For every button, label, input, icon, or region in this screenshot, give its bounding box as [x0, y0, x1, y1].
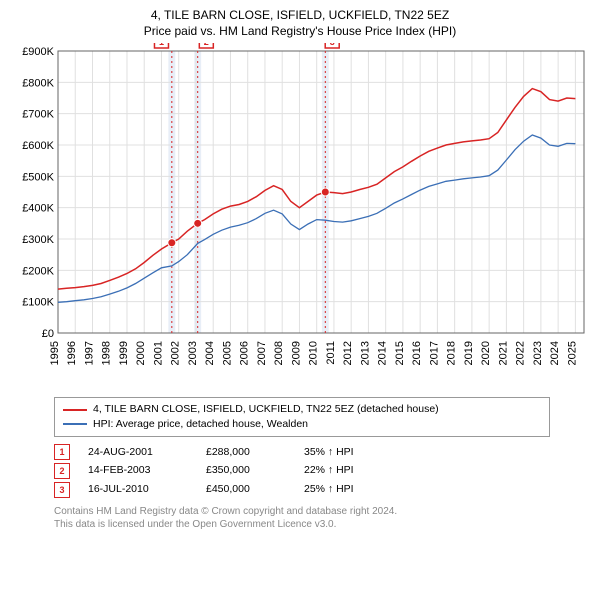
svg-text:2018: 2018	[446, 341, 458, 365]
legend: 4, TILE BARN CLOSE, ISFIELD, UCKFIELD, T…	[54, 397, 550, 436]
svg-text:2009: 2009	[290, 341, 302, 365]
svg-text:£400K: £400K	[22, 203, 54, 215]
svg-text:2025: 2025	[566, 341, 578, 365]
sale-price: £288,000	[206, 443, 286, 462]
svg-text:1: 1	[159, 43, 164, 47]
svg-text:2012: 2012	[342, 341, 354, 365]
legend-item: 4, TILE BARN CLOSE, ISFIELD, UCKFIELD, T…	[63, 402, 541, 417]
sale-pct: 22% ↑ HPI	[304, 461, 394, 480]
svg-text:2008: 2008	[273, 341, 285, 365]
svg-text:2023: 2023	[532, 341, 544, 365]
sale-price: £350,000	[206, 461, 286, 480]
svg-text:1999: 1999	[118, 341, 130, 365]
svg-text:2020: 2020	[480, 341, 492, 365]
svg-text:£100K: £100K	[22, 297, 54, 309]
legend-item: HPI: Average price, detached house, Weal…	[63, 417, 541, 432]
svg-text:2013: 2013	[359, 341, 371, 365]
sale-pct: 25% ↑ HPI	[304, 480, 394, 499]
footnote: Contains HM Land Registry data © Crown c…	[54, 505, 550, 531]
sale-row: 2 14-FEB-2003 £350,000 22% ↑ HPI	[54, 461, 550, 480]
svg-text:2022: 2022	[515, 341, 527, 365]
chart-subtitle: Price paid vs. HM Land Registry's House …	[10, 24, 590, 40]
sales-table: 1 24-AUG-2001 £288,000 35% ↑ HPI 2 14-FEB-200…	[54, 443, 550, 500]
sale-price: £450,000	[206, 480, 286, 499]
footnote-line1: Contains HM Land Registry data © Crown c…	[54, 505, 550, 518]
sale-pct: 35% ↑ HPI	[304, 443, 394, 462]
svg-text:1996: 1996	[66, 341, 78, 365]
chart-container: 4, TILE BARN CLOSE, ISFIELD, UCKFIELD, T…	[0, 0, 600, 590]
svg-text:2010: 2010	[308, 341, 320, 365]
sale-date: 14-FEB-2003	[88, 461, 188, 480]
svg-text:3: 3	[330, 43, 335, 47]
svg-text:2002: 2002	[170, 341, 182, 365]
svg-text:2006: 2006	[239, 341, 251, 365]
sale-date: 16-JUL-2010	[88, 480, 188, 499]
sale-row: 1 24-AUG-2001 £288,000 35% ↑ HPI	[54, 443, 550, 462]
sale-marker: 1	[54, 444, 70, 460]
sale-marker: 3	[54, 482, 70, 498]
svg-text:£600K: £600K	[22, 140, 54, 152]
svg-text:2019: 2019	[463, 341, 475, 365]
svg-text:2024: 2024	[549, 341, 561, 365]
svg-text:1998: 1998	[101, 341, 113, 365]
svg-text:£0: £0	[42, 328, 54, 340]
legend-swatch	[63, 409, 87, 411]
sale-marker: 2	[54, 463, 70, 479]
svg-text:2014: 2014	[377, 341, 389, 365]
svg-text:1997: 1997	[83, 341, 95, 365]
svg-text:£800K: £800K	[22, 78, 54, 90]
legend-swatch	[63, 423, 87, 425]
sale-row: 3 16-JUL-2010 £450,000 25% ↑ HPI	[54, 480, 550, 499]
svg-text:2004: 2004	[204, 341, 216, 365]
svg-text:2000: 2000	[135, 341, 147, 365]
svg-text:2007: 2007	[256, 341, 268, 365]
chart-plot: £0 £100K £200K £300K £400K £500K £600K £700K £80…	[10, 43, 590, 393]
legend-label: 4, TILE BARN CLOSE, ISFIELD, UCKFIELD, T…	[93, 402, 439, 417]
svg-text:2: 2	[204, 43, 209, 47]
legend-label: HPI: Average price, detached house, Weal…	[93, 417, 308, 432]
svg-text:2011: 2011	[325, 341, 337, 365]
svg-text:2021: 2021	[497, 341, 509, 365]
svg-text:£900K: £900K	[22, 46, 54, 58]
chart-title: 4, TILE BARN CLOSE, ISFIELD, UCKFIELD, T…	[10, 8, 590, 24]
svg-text:£300K: £300K	[22, 234, 54, 246]
svg-text:2003: 2003	[187, 341, 199, 365]
footnote-line2: This data is licensed under the Open Gov…	[54, 518, 550, 531]
sale-date: 24-AUG-2001	[88, 443, 188, 462]
svg-text:1995: 1995	[49, 341, 61, 365]
svg-text:2001: 2001	[152, 341, 164, 365]
svg-text:£700K: £700K	[22, 109, 54, 121]
svg-text:£500K: £500K	[22, 172, 54, 184]
svg-text:£200K: £200K	[22, 266, 54, 278]
svg-text:2016: 2016	[411, 341, 423, 365]
svg-text:2005: 2005	[221, 341, 233, 365]
svg-text:2015: 2015	[394, 341, 406, 365]
svg-text:2017: 2017	[428, 341, 440, 365]
